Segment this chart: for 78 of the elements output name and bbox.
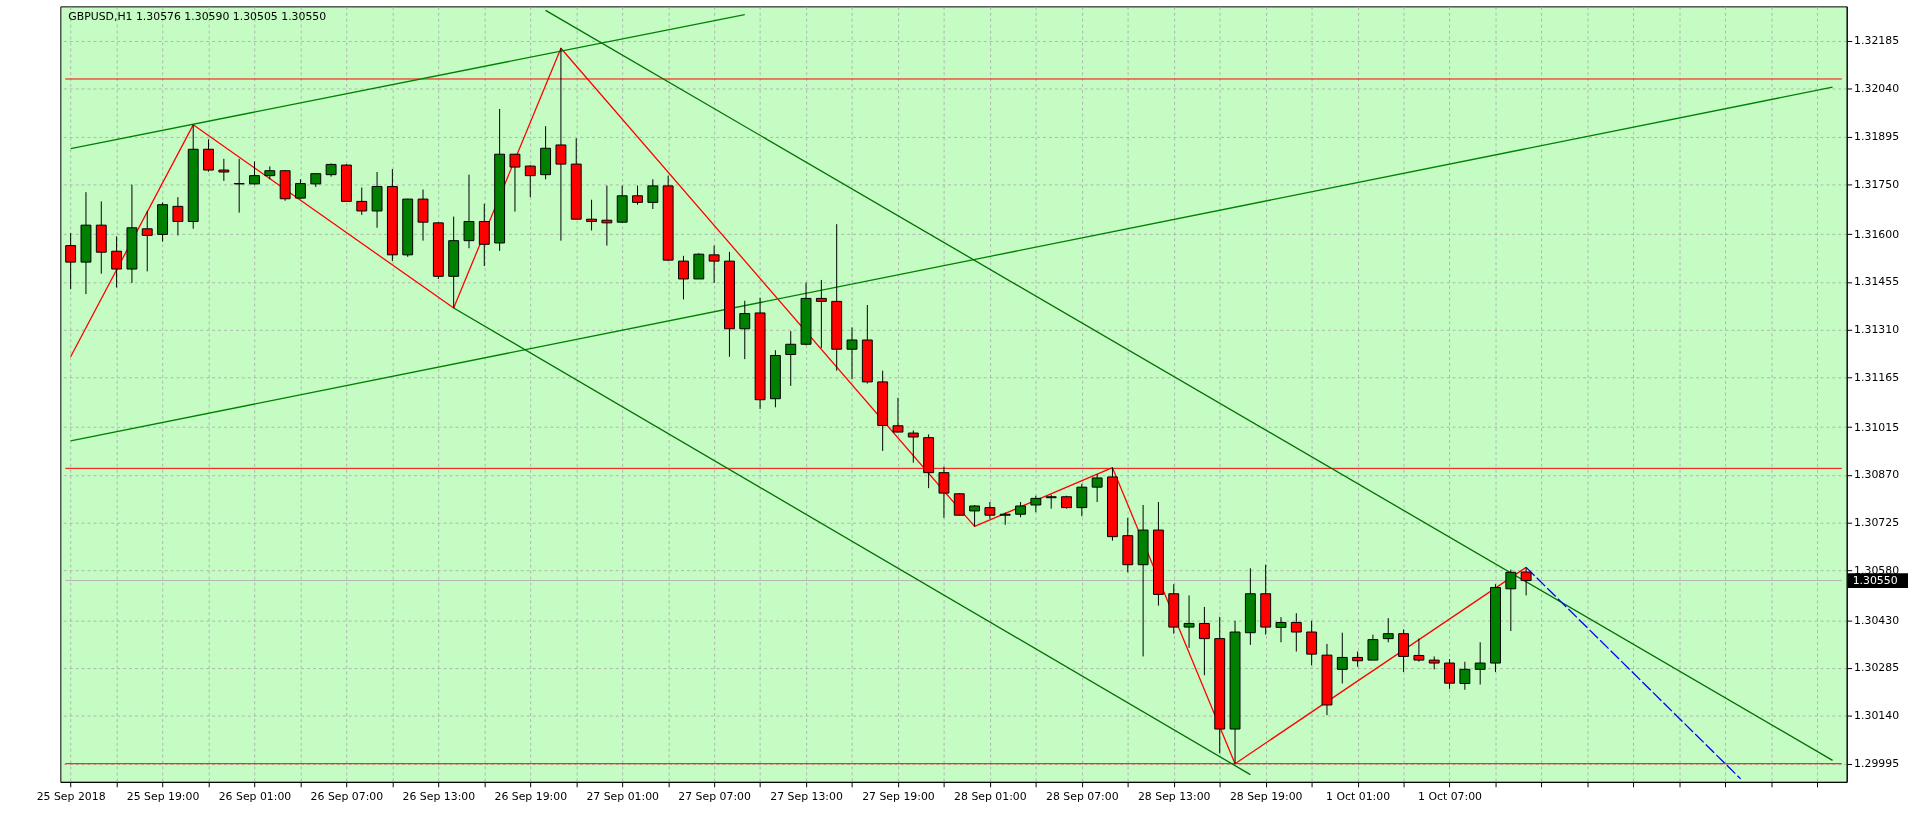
candlestick (1459, 661, 1471, 691)
x-tick-label: 28 Sep 07:00 (1046, 790, 1119, 804)
candlestick (1275, 616, 1287, 643)
candlestick (1413, 638, 1425, 663)
y-tick-label: 1.29995 (1854, 757, 1900, 771)
candlestick (1306, 620, 1318, 666)
x-tick-label: 1 Oct 07:00 (1418, 790, 1483, 804)
y-tick-label: 1.31015 (1854, 420, 1900, 434)
chart-title: GBPUSD,H1 1.30576 1.30590 1.30505 1.30550 (68, 10, 327, 24)
candlestick (1198, 606, 1210, 676)
y-tick-label: 1.30725 (1854, 516, 1900, 530)
y-tick-label: 1.30285 (1854, 661, 1900, 675)
candlestick (678, 255, 689, 300)
candlestick (1030, 495, 1042, 513)
candlestick (785, 330, 797, 387)
candlestick (417, 189, 429, 242)
candlestick (907, 429, 919, 464)
candlestick (1336, 632, 1348, 685)
candlestick (1444, 658, 1455, 690)
candlestick (295, 178, 306, 200)
y-tick-label: 1.31310 (1854, 323, 1900, 337)
candlestick (632, 185, 643, 206)
x-tick-label: 28 Sep 19:00 (1229, 790, 1303, 804)
candlestick (708, 245, 720, 284)
candlestick (647, 178, 659, 210)
candlestick (1505, 569, 1517, 632)
candlestick (984, 501, 996, 520)
candlestick (111, 235, 123, 289)
candlestick (1091, 473, 1103, 503)
x-tick-label: 27 Sep 13:00 (770, 790, 843, 804)
candlestick (356, 187, 368, 216)
candlestick (739, 300, 751, 360)
x-tick-label: 26 Sep 13:00 (402, 790, 476, 804)
candlestick (172, 196, 184, 236)
x-tick-label: 27 Sep 19:00 (862, 790, 935, 804)
x-tick-label: 25 Sep 19:00 (126, 790, 200, 804)
candlestick (1183, 594, 1195, 649)
y-tick-label: 1.31455 (1854, 275, 1900, 289)
candlestick (892, 397, 904, 433)
x-tick-label: 26 Sep 19:00 (494, 790, 568, 804)
candlestick (249, 160, 260, 186)
candlestick (524, 164, 536, 198)
candlestick (953, 492, 965, 517)
candlestick (815, 279, 827, 349)
candlestick (65, 232, 77, 290)
candlestick (509, 153, 521, 213)
x-tick-label: 1 Oct 01:00 (1326, 790, 1391, 804)
y-tick-label: 1.32040 (1854, 82, 1900, 96)
x-tick-label: 25 Sep 2018 (36, 790, 106, 804)
candlestick (1290, 612, 1302, 652)
x-tick-label: 28 Sep 01:00 (954, 790, 1027, 804)
y-tick-label: 1.30870 (1854, 468, 1900, 482)
candlestick (218, 158, 230, 182)
x-tick-label: 26 Sep 01:00 (218, 790, 292, 804)
ref-line-label: 1.30550 (1852, 573, 1898, 587)
y-tick-label: 1.32185 (1854, 34, 1900, 48)
candlestick (1382, 617, 1394, 643)
candlestick (478, 203, 490, 267)
y-tick-label: 1.31165 (1854, 371, 1900, 385)
candlestick (141, 210, 153, 272)
candlestick (1474, 641, 1486, 685)
candlestick (203, 138, 214, 173)
x-tick-label: 26 Sep 07:00 (310, 790, 384, 804)
candlestick (233, 158, 245, 214)
candlestick (1367, 634, 1379, 661)
x-tick-label: 28 Sep 13:00 (1137, 790, 1211, 804)
y-tick-label: 1.30430 (1854, 613, 1900, 627)
y-tick-label: 1.30140 (1854, 709, 1900, 723)
y-tick-label: 1.31895 (1854, 130, 1900, 144)
candlestick (1076, 483, 1088, 517)
candlestick (586, 199, 597, 231)
candlestick (846, 326, 858, 380)
y-tick-label: 1.31750 (1854, 178, 1900, 192)
candlestick (1398, 628, 1410, 673)
x-tick-label: 27 Sep 07:00 (678, 790, 751, 804)
candlestick (463, 174, 475, 249)
y-tick-label: 1.31600 (1854, 227, 1900, 241)
x-tick-label: 27 Sep 01:00 (586, 790, 660, 804)
